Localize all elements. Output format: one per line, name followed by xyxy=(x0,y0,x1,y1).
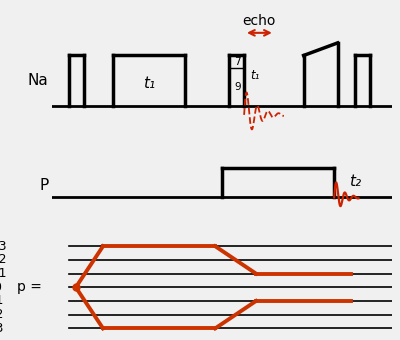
Text: +3: +3 xyxy=(0,240,7,253)
Text: t₁: t₁ xyxy=(250,69,260,82)
Text: p =: p = xyxy=(17,280,42,294)
Text: Na: Na xyxy=(28,73,49,88)
Text: 0: 0 xyxy=(0,281,2,294)
Text: P: P xyxy=(39,178,49,193)
Text: +1: +1 xyxy=(0,267,7,280)
Text: 9: 9 xyxy=(234,82,241,92)
Text: -3: -3 xyxy=(0,322,4,335)
Text: t₂: t₂ xyxy=(350,173,362,188)
Text: -2: -2 xyxy=(0,308,4,321)
Text: -1: -1 xyxy=(0,294,4,307)
Text: t₁: t₁ xyxy=(143,76,155,91)
Text: 7: 7 xyxy=(234,56,241,67)
Text: echo: echo xyxy=(243,14,276,28)
Text: +2: +2 xyxy=(0,253,7,267)
